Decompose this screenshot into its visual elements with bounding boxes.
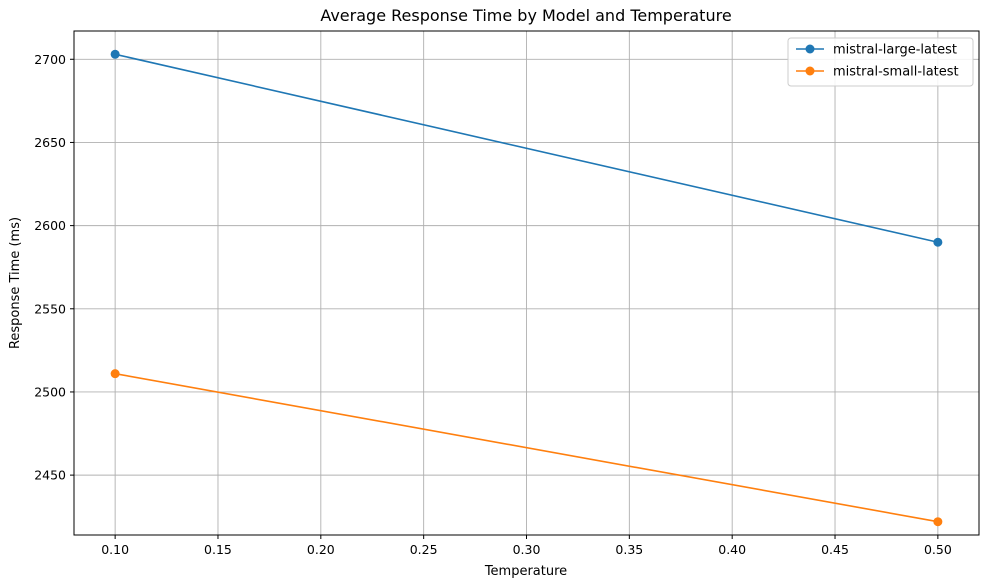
legend: mistral-large-latest mistral-small-latest: [787, 37, 974, 87]
y-tick-label: 2700: [34, 52, 66, 67]
legend-marker: [805, 44, 815, 54]
y-axis-label: Response Time (ms): [8, 217, 23, 349]
data-point: [933, 237, 943, 247]
series-line: [114, 53, 939, 244]
y-tick-label: 2550: [34, 301, 66, 316]
y-tick-label: 2500: [34, 384, 66, 399]
data-point: [110, 369, 120, 379]
x-tick-label: 0.40: [718, 542, 746, 557]
legend-marker: [805, 66, 815, 76]
y-tick-label: 2650: [34, 135, 66, 150]
x-tick-label: 0.15: [204, 542, 232, 557]
x-tick-label: 0.50: [924, 542, 952, 557]
y-tick-label: 2600: [34, 218, 66, 233]
x-axis: 0.10 0.15 0.20 0.25 0.30 0.35 0.40 0.45 0.50: [101, 535, 952, 557]
y-axis: 2450 2500 2550 2600 2650 2700: [34, 52, 74, 483]
series-layer: [110, 49, 943, 527]
grid: [74, 31, 979, 535]
series-line: [114, 372, 939, 523]
chart-title: Average Response Time by Model and Tempe…: [320, 6, 731, 25]
legend-label: mistral-large-latest: [833, 43, 957, 58]
x-tick-label: 0.20: [307, 542, 335, 557]
x-tick-label: 0.25: [410, 542, 438, 557]
data-point: [110, 49, 120, 59]
x-tick-label: 0.45: [821, 542, 849, 557]
legend-label: mistral-small-latest: [833, 65, 959, 80]
x-tick-label: 0.30: [513, 542, 541, 557]
x-tick-label: 0.35: [615, 542, 643, 557]
y-tick-label: 2450: [34, 468, 66, 483]
data-point: [933, 517, 943, 527]
x-tick-label: 0.10: [101, 542, 129, 557]
x-axis-label: Temperature: [484, 564, 567, 579]
legend-box: [787, 37, 974, 87]
